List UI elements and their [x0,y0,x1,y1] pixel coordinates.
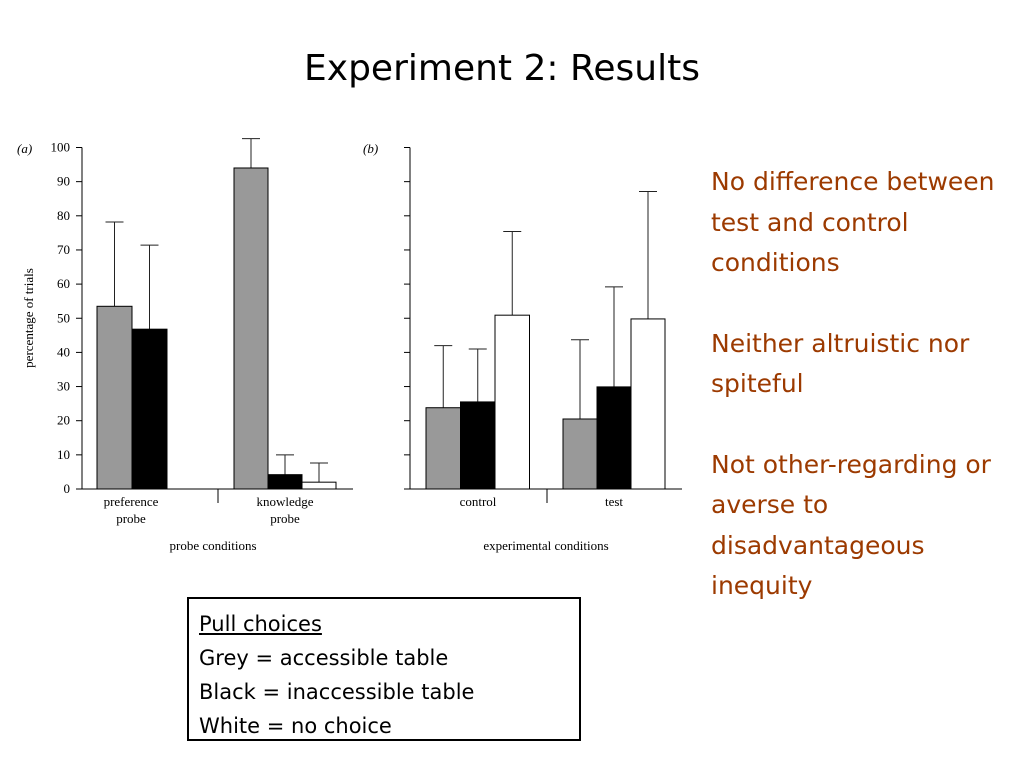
legend-item-black: Black = inaccessible table [199,680,475,704]
note-1: No difference between test and control c… [711,167,995,277]
legend-heading: Pull choices [199,612,322,636]
slide-title: Experiment 2: Results [304,48,700,89]
legend-box: Pull choices Grey = accessible table Bla… [187,597,581,741]
chart-a-y-tick-label: 80 [57,208,70,223]
chart-a-y-tick-label: 70 [57,242,70,257]
chart-a-bar-grey [233,167,269,490]
chart-a-category-label: probe [116,511,146,526]
chart-a-y-tick-label: 50 [57,310,70,325]
chart-b-category-label: test [605,494,623,509]
chart-b-x-axis-label: experimental conditions [483,538,608,553]
chart-b-category-label: control [460,494,497,509]
chart-a-y-tick-label: 30 [57,379,70,394]
chart-a-bar-black [131,328,168,490]
legend-item-grey: Grey = accessible table [199,646,449,670]
chart-a-category-label: probe [270,511,300,526]
chart-a-y-tick-label: 90 [57,174,70,189]
chart-a-bar-black [267,474,303,490]
chart-a-y-tick-label: 40 [57,344,70,359]
chart-b-bar-grey [562,418,598,490]
chart-a-bar-white [301,481,337,490]
chart-a-y-tick-label: 20 [57,413,70,428]
chart-a-y-axis-label: percentage of trials [21,268,36,368]
note-2: Neither altruistic nor spiteful [711,328,970,399]
chart-b-bar-white [630,318,666,490]
chart-a-y-tick-label: 100 [51,140,71,155]
chart-b-bar-black [460,401,496,490]
chart-a-panel-label: (a) [17,141,32,156]
chart-b-bar-black [596,386,632,490]
notes-panel: No difference between test and control c… [711,162,1011,647]
chart-a-y-tick-label: 0 [64,481,71,496]
chart-a-x-axis-label: probe conditions [169,538,256,553]
note-3: Not other-regarding or averse to disadva… [711,449,991,601]
chart-a-category-label: preference [104,494,159,509]
chart-b-bar-grey [425,407,461,490]
chart-a-y-tick-label: 60 [57,276,70,291]
chart-a-category-label: knowledge [256,494,313,509]
legend-item-white: White = no choice [199,714,392,738]
chart-b-bar-white [494,314,530,490]
chart-a-y-tick-label: 10 [57,447,70,462]
chart-b-panel-label: (b) [363,141,378,156]
bar-charts: (a) 0 10 20 30 40 50 60 70 80 90 100 percentage of t… [17,138,682,553]
chart-a-bar-grey [96,305,133,490]
